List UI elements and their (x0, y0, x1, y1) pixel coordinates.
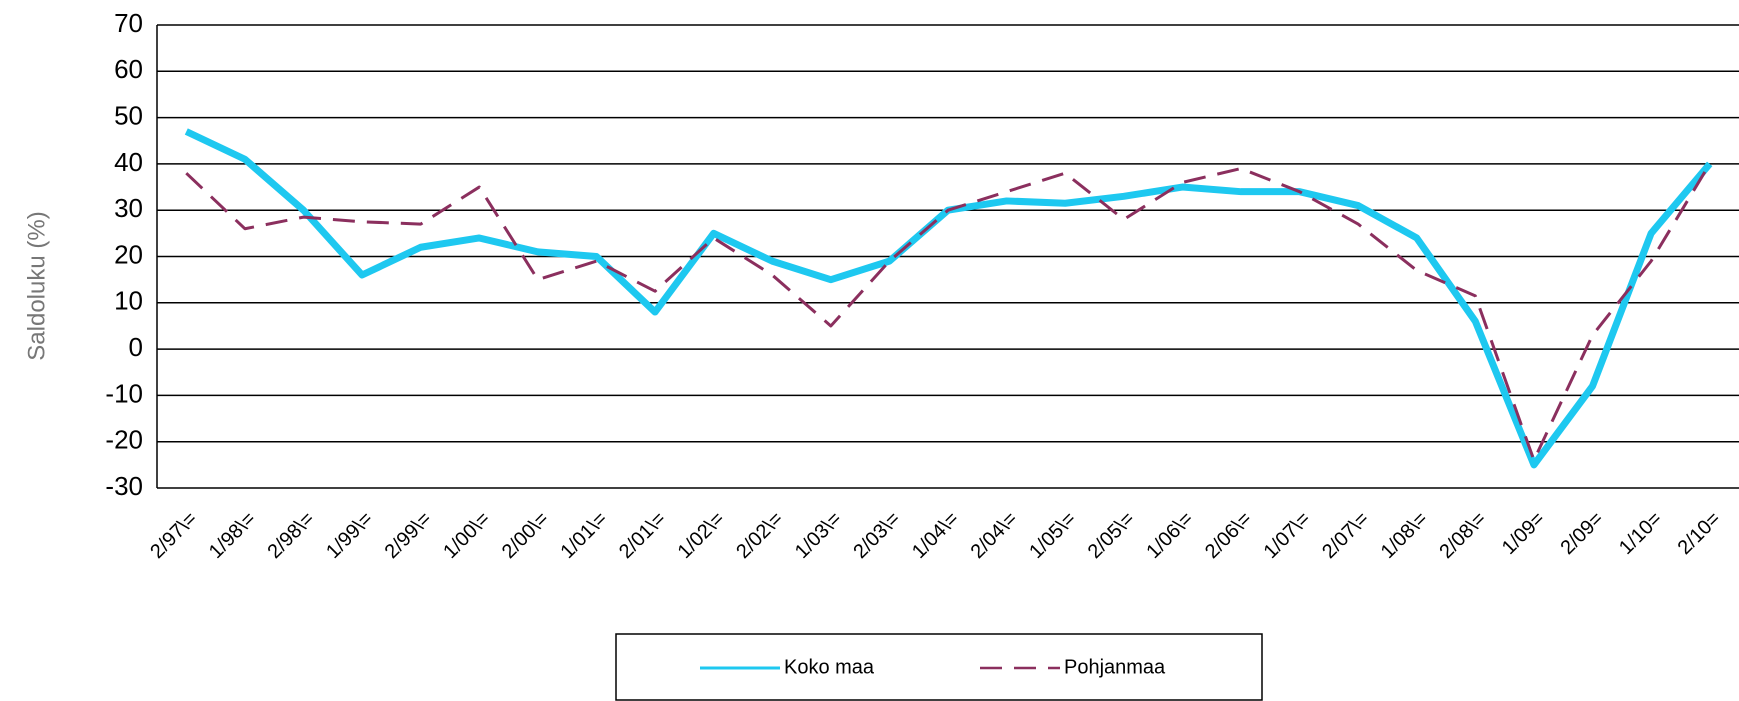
x-tick-label: 2/03\= (849, 508, 904, 563)
y-axis-label: Saldoluku (%) (23, 211, 50, 360)
x-tick-label: 1/01\= (556, 508, 611, 563)
x-tick-label: 2/10= (1674, 508, 1725, 559)
x-tick-label: 1/06\= (1142, 508, 1197, 563)
x-tick-label: 2/97\= (146, 508, 201, 563)
x-tick-label: 1/05\= (1025, 508, 1080, 563)
x-tick-label: 1/00\= (439, 508, 494, 563)
x-tick-label: 2/06\= (1201, 508, 1256, 563)
y-tick-label: 60 (114, 54, 143, 84)
x-tick-label: 1/03\= (791, 508, 846, 563)
y-tick-label: -20 (105, 425, 143, 455)
x-tick-label: 1/98\= (205, 508, 260, 563)
x-tick-label: 1/10= (1615, 508, 1666, 559)
x-tick-label: 2/09= (1556, 508, 1607, 559)
x-tick-label: 2/00\= (498, 508, 553, 563)
x-tick-label: 2/98\= (263, 508, 318, 563)
x-tick-label: 2/99\= (381, 508, 436, 563)
x-tick-label: 1/07\= (1260, 508, 1315, 563)
series-line (184, 128, 1713, 469)
x-tick-label: 2/01\= (615, 508, 670, 563)
x-tick-label: 2/02\= (732, 508, 787, 563)
x-tick-label: 1/08\= (1377, 508, 1432, 563)
x-tick-label: 2/08\= (1435, 508, 1490, 563)
y-tick-label: -10 (105, 378, 143, 408)
y-tick-label: -30 (105, 471, 143, 501)
legend-label: Pohjanmaa (1064, 656, 1166, 678)
series-line (185, 163, 1711, 462)
x-tick-label: 1/99\= (322, 508, 377, 563)
x-tick-label: 2/07\= (1318, 508, 1373, 563)
y-tick-label: 0 (129, 332, 143, 362)
x-tick-label: 1/09= (1498, 508, 1549, 559)
x-tick-label: 1/02\= (674, 508, 729, 563)
x-tick-label: 2/05\= (1084, 508, 1139, 563)
y-tick-label: 70 (114, 8, 143, 38)
legend-label: Koko maa (784, 656, 875, 678)
y-tick-label: 30 (114, 193, 143, 223)
y-tick-label: 40 (114, 147, 143, 177)
y-tick-label: 10 (114, 286, 143, 316)
x-tick-label: 1/04\= (908, 508, 963, 563)
y-tick-label: 20 (114, 239, 143, 269)
x-tick-label: 2/04\= (967, 508, 1022, 563)
y-tick-label: 50 (114, 100, 143, 130)
